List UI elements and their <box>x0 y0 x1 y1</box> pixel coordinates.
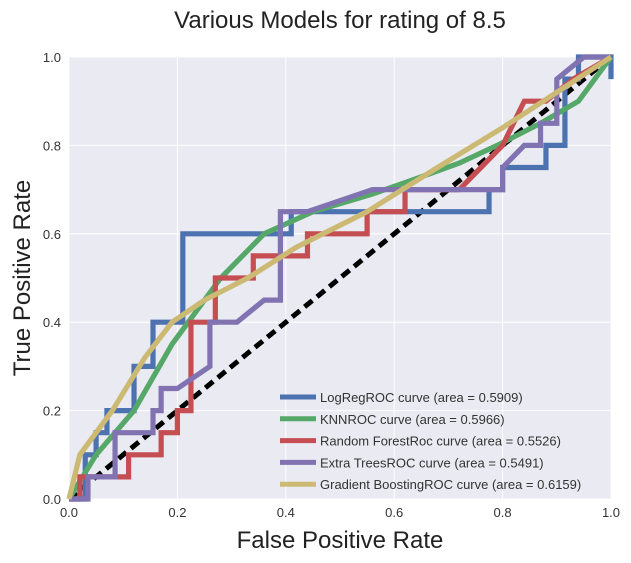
y-tick-label-2: 0.4 <box>43 315 61 330</box>
legend-label-0: LogRegROC curve (area = 0.5909) <box>320 390 523 405</box>
legend-label-4: Gradient BoostingROC curve (area = 0.615… <box>320 477 581 492</box>
x-tick-label-3: 0.6 <box>385 505 403 520</box>
x-tick-label-2: 0.4 <box>277 505 295 520</box>
y-axis-label: True Positive Rate <box>9 180 36 377</box>
legend: LogRegROC curve (area = 0.5909) KNNROC cu… <box>280 390 581 492</box>
y-tick-label-0: 0.0 <box>43 492 61 507</box>
x-tick-label-5: 1.0 <box>602 505 620 520</box>
x-axis-label: False Positive Rate <box>237 527 444 554</box>
series-line-2 <box>69 54 613 502</box>
y-tick-label-4: 0.8 <box>43 138 61 153</box>
y-tick-label-3: 0.6 <box>43 227 61 242</box>
legend-label-1: KNNROC curve (area = 0.5966) <box>320 412 505 427</box>
chart-title: Various Models for rating of 8.5 <box>174 7 506 34</box>
series-line-1 <box>66 55 614 501</box>
y-tick-label-1: 0.2 <box>43 404 61 419</box>
series-line-3 <box>69 54 611 502</box>
y-tick-label-5: 1.0 <box>43 50 61 65</box>
x-tick-label-1: 0.2 <box>168 505 186 520</box>
x-tick-label-0: 0.0 <box>60 505 78 520</box>
x-tick-label-4: 0.8 <box>494 505 512 520</box>
series-layer <box>66 54 614 502</box>
series-line-4 <box>66 54 613 500</box>
tick-labels: 0.0 0.2 0.4 0.6 0.8 1.0 0.0 0.2 0.4 0.6 0.8 1.0 <box>43 50 620 520</box>
legend-label-3: Extra TreesROC curve (area = 0.5491) <box>320 455 544 470</box>
legend-label-2: Random ForestRoc curve (area = 0.5526) <box>320 434 561 449</box>
